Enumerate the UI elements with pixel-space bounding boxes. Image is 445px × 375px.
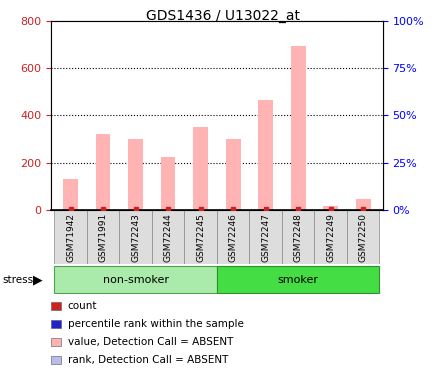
Text: count: count <box>68 301 97 310</box>
Text: ▶: ▶ <box>32 273 42 286</box>
Bar <box>134 140 138 210</box>
Text: GSM72244: GSM72244 <box>164 213 173 262</box>
Text: GSM72250: GSM72250 <box>359 213 368 262</box>
Bar <box>87 210 119 264</box>
Bar <box>128 140 143 210</box>
Text: GDS1436 / U13022_at: GDS1436 / U13022_at <box>146 9 299 23</box>
Bar <box>347 210 380 264</box>
Bar <box>324 206 338 210</box>
Bar <box>329 140 333 210</box>
Bar <box>217 210 250 264</box>
Text: GSM72246: GSM72246 <box>229 213 238 262</box>
Bar <box>54 210 87 264</box>
Bar <box>194 127 208 210</box>
Bar <box>231 134 235 210</box>
Bar <box>356 199 371 210</box>
Text: percentile rank within the sample: percentile rank within the sample <box>68 319 243 328</box>
Bar <box>226 140 240 210</box>
Bar <box>119 210 152 264</box>
Text: stress: stress <box>2 275 33 285</box>
Bar <box>291 46 306 210</box>
Bar <box>69 172 73 210</box>
Bar <box>96 134 110 210</box>
Text: non-smoker: non-smoker <box>103 275 169 285</box>
Bar <box>63 179 78 210</box>
Bar <box>161 157 175 210</box>
Text: GSM72248: GSM72248 <box>294 213 303 262</box>
Text: rank, Detection Call = ABSENT: rank, Detection Call = ABSENT <box>68 355 228 364</box>
Text: GSM72243: GSM72243 <box>131 213 140 262</box>
Text: GSM72247: GSM72247 <box>261 213 270 262</box>
Bar <box>296 116 300 210</box>
Bar <box>184 210 217 264</box>
Text: smoker: smoker <box>278 275 319 285</box>
Bar <box>250 210 282 264</box>
Text: GSM71942: GSM71942 <box>66 213 75 262</box>
Bar <box>217 266 380 293</box>
Text: GSM71991: GSM71991 <box>99 213 108 262</box>
Bar <box>264 130 267 210</box>
Bar <box>259 100 273 210</box>
Bar <box>152 210 184 264</box>
Bar <box>361 176 365 210</box>
Text: GSM72249: GSM72249 <box>326 213 335 262</box>
Bar <box>54 266 217 293</box>
Bar <box>101 140 105 210</box>
Text: GSM72245: GSM72245 <box>196 213 205 262</box>
Bar <box>315 210 347 264</box>
Bar <box>199 132 202 210</box>
Text: value, Detection Call = ABSENT: value, Detection Call = ABSENT <box>68 337 233 346</box>
Bar <box>282 210 315 264</box>
Bar <box>166 166 170 210</box>
